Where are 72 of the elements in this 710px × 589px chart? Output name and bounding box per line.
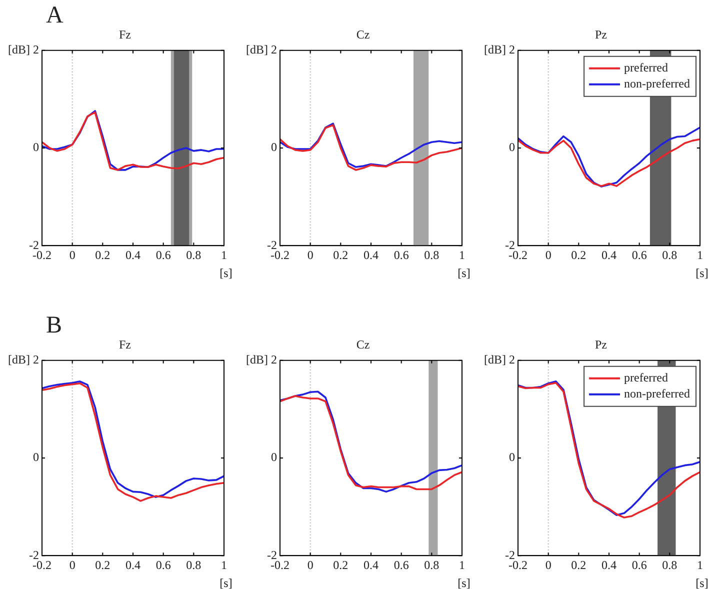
x-tick-label: 0: [69, 558, 76, 572]
chart-title: Fz: [119, 337, 131, 352]
chart-title: Pz: [595, 337, 607, 352]
x-tick-label: 0.2: [571, 248, 586, 262]
y-tick-label: 0: [508, 140, 515, 154]
x-tick-label: 0.4: [126, 558, 140, 572]
x-tick-label: 0.6: [156, 558, 171, 572]
chart-title: Cz: [356, 27, 370, 42]
y-tick-label: 2: [32, 352, 39, 367]
x-tick-label: 0: [69, 248, 76, 262]
x-tick-label: 0: [545, 558, 552, 572]
x-tick-label: 0.8: [662, 248, 678, 262]
x-tick-label: 1: [697, 248, 703, 262]
x-tick-label: 0: [545, 248, 552, 262]
x-tick-label: 0.6: [394, 248, 409, 262]
x-tick-label: 1: [697, 558, 703, 572]
y-axis-title: [dB]: [484, 352, 506, 367]
x-tick-label: 0.8: [186, 558, 202, 572]
x-tick-label: 0.2: [95, 558, 110, 572]
x-tick-label: 0.6: [632, 558, 647, 572]
x-tick-label: 0.6: [632, 248, 647, 262]
y-axis-title: [dB]: [484, 42, 506, 57]
x-axis-title: [s]: [696, 576, 708, 589]
y-tick-label: 0: [32, 450, 39, 464]
x-tick-label: 0.4: [364, 248, 378, 262]
x-axis-title: [s]: [696, 266, 708, 280]
y-axis-title: [dB]: [246, 352, 268, 367]
x-tick-label: 0.8: [424, 558, 440, 572]
x-tick-label: 1: [221, 248, 227, 262]
x-tick-label: 0.4: [126, 248, 140, 262]
x-tick-label: 0: [307, 248, 314, 262]
x-axis-title: [s]: [220, 576, 232, 589]
x-tick-label: 0.2: [333, 248, 348, 262]
text: A: [46, 2, 64, 28]
x-tick-label: 0.8: [186, 248, 202, 262]
legend-label: non-preferred: [624, 76, 690, 91]
text: B: [46, 312, 62, 338]
x-tick-label: 0.4: [364, 558, 378, 572]
x-axis-title: [s]: [458, 266, 470, 280]
y-tick-label: 2: [508, 42, 515, 57]
x-tick-label: 0.2: [571, 558, 586, 572]
x-tick-label: 0.8: [662, 558, 678, 572]
x-tick-label: 0.4: [602, 248, 616, 262]
y-tick-label: 0: [32, 140, 39, 154]
y-tick-label: 2: [32, 42, 39, 57]
x-tick-label: 1: [221, 558, 227, 572]
y-tick-label: 2: [508, 352, 515, 367]
chart-title: Pz: [595, 27, 607, 42]
x-axis-title: [s]: [458, 576, 470, 589]
y-tick-label: 0: [508, 450, 515, 464]
y-axis-title: [dB]: [246, 42, 268, 57]
chart-title: Fz: [119, 27, 131, 42]
y-tick-label: 0: [270, 140, 277, 154]
y-tick-label: 2: [270, 42, 277, 57]
x-tick-label: 0.6: [394, 558, 409, 572]
legend-label: non-preferred: [624, 386, 690, 401]
y-tick-label: 0: [270, 450, 277, 464]
chart-title: Cz: [356, 337, 370, 352]
legend-label: preferred: [624, 60, 668, 75]
x-tick-label: 0.6: [156, 248, 171, 262]
x-tick-label: 0.2: [333, 558, 348, 572]
x-tick-label: 1: [459, 248, 465, 262]
y-axis-title: [dB]: [8, 352, 30, 367]
x-axis-title: [s]: [220, 266, 232, 280]
x-tick-label: 0.2: [95, 248, 110, 262]
y-tick-label: 2: [270, 352, 277, 367]
x-tick-label: 0.8: [424, 248, 440, 262]
legend-label: preferred: [624, 370, 668, 385]
x-tick-label: 0.4: [602, 558, 616, 572]
x-tick-label: 1: [459, 558, 465, 572]
y-axis-title: [dB]: [8, 42, 30, 57]
x-tick-label: 0: [307, 558, 314, 572]
